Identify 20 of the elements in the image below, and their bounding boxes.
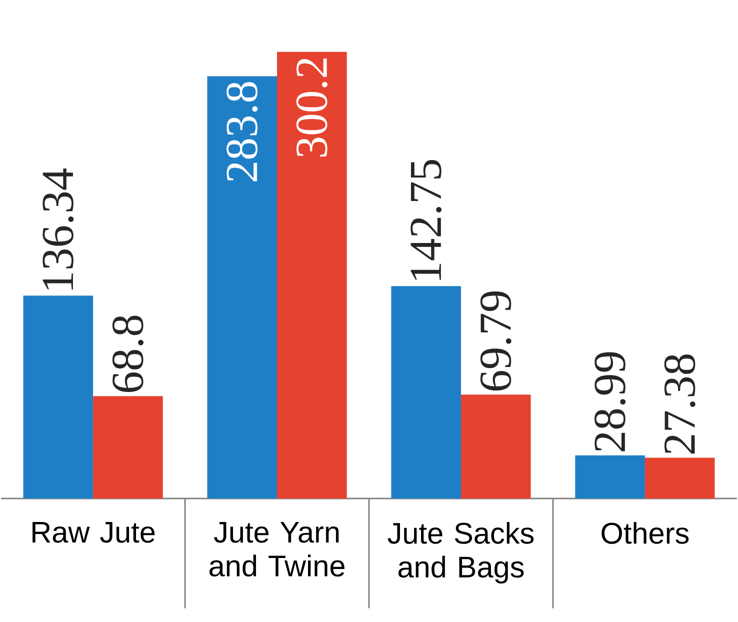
bar <box>391 286 461 498</box>
bar <box>207 76 278 498</box>
bar <box>93 396 163 498</box>
bar <box>460 394 531 498</box>
data-label: 69.79 <box>480 291 512 390</box>
data-label: 283.8 <box>226 82 258 182</box>
x-tick-label: Raw Jute <box>32 522 155 543</box>
data-label: 136.34 <box>42 168 74 290</box>
data-label: 142.75 <box>410 160 442 280</box>
data-label: 68.8 <box>112 316 144 392</box>
data-label: 28.99 <box>594 352 626 452</box>
data-label: 300.2 <box>296 58 328 157</box>
bar <box>277 52 347 498</box>
x-tick-label: Jute Yarn and Twine <box>210 522 344 576</box>
x-tick-label: Jute Sacks and Bags <box>388 522 534 584</box>
data-label: 27.38 <box>664 354 696 454</box>
bar <box>23 296 94 498</box>
bar <box>575 455 645 498</box>
x-tick-label: Others <box>602 522 689 544</box>
bar <box>644 458 715 498</box>
